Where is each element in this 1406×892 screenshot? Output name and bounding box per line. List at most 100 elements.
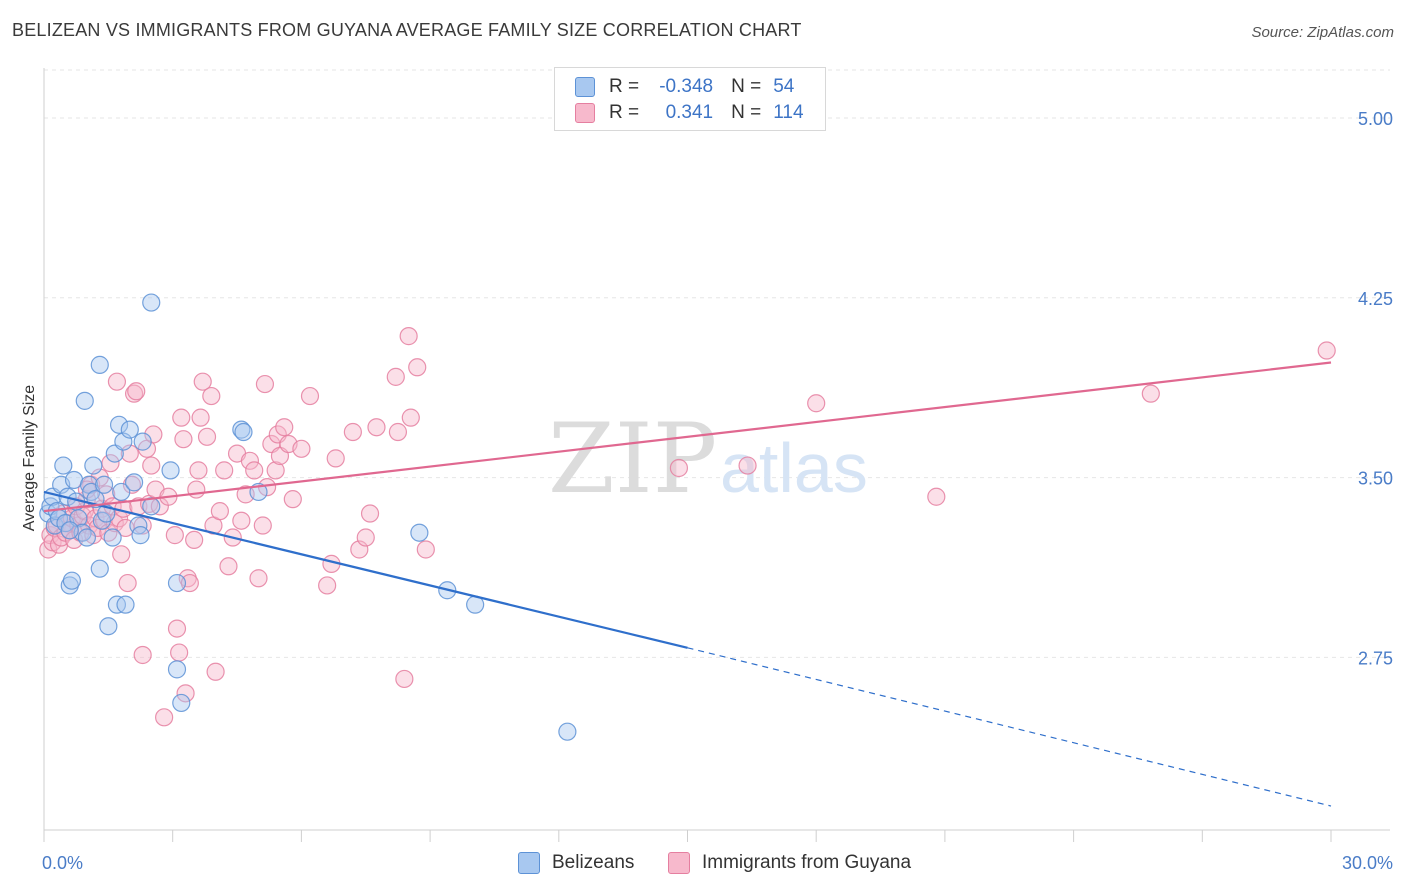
data-point	[167, 573, 187, 593]
legend-row-guyana: R = 0.341 N = 114	[575, 101, 804, 125]
data-point	[167, 619, 187, 638]
data-point	[807, 394, 826, 413]
legend-item-guyana: Immigrants from Guyana	[668, 852, 911, 874]
data-point	[112, 482, 131, 502]
data-point	[395, 669, 414, 689]
trend-line-belizeans	[43, 490, 688, 649]
data-point	[64, 470, 84, 490]
data-point	[174, 430, 193, 449]
data-point	[255, 374, 275, 394]
data-point	[127, 382, 146, 401]
data-point	[275, 418, 294, 437]
correlation-legend: R = -0.348 N = 54 R = 0.341 N = 114	[554, 67, 826, 131]
legend-r-value: -0.348	[659, 76, 714, 97]
y-tick-label: 2.75	[1358, 648, 1393, 668]
data-point	[172, 693, 191, 713]
y-tick-label: 3.50	[1358, 469, 1393, 489]
y-tick-label: 4.25	[1358, 289, 1393, 309]
data-point	[232, 420, 251, 439]
data-point	[283, 490, 302, 509]
data-point	[669, 458, 689, 478]
data-point	[133, 645, 152, 665]
data-point	[189, 461, 208, 480]
data-point	[249, 569, 268, 588]
data-point	[122, 475, 142, 494]
data-point	[927, 487, 946, 506]
data-point	[116, 595, 135, 614]
data-point	[176, 684, 195, 703]
data-point	[107, 372, 127, 391]
legend-label-belizeans: Belizeans	[552, 852, 635, 873]
data-point	[77, 528, 97, 547]
legend-n-label: N =	[731, 102, 762, 123]
legend-n-value: 54	[773, 76, 795, 97]
data-point	[416, 540, 435, 559]
data-point	[300, 386, 320, 406]
series-legend: Belizeans Immigrants from Guyana	[0, 852, 1406, 878]
data-point	[90, 355, 109, 374]
grid	[44, 69, 1390, 658]
axes	[43, 68, 1390, 842]
series-immigrants-from-guyana	[39, 327, 1336, 727]
x-tick-label-end: 30.0%	[1342, 853, 1393, 873]
legend-label-guyana: Immigrants from Guyana	[702, 852, 912, 873]
watermark-zip: ZIP	[548, 403, 717, 515]
legend-item-belizeans: Belizeans	[518, 852, 634, 874]
watermark-atlas: atlas	[720, 429, 868, 507]
data-point	[410, 523, 429, 542]
data-point	[167, 660, 187, 679]
data-point	[142, 456, 161, 475]
data-point	[165, 526, 184, 545]
legend-swatch-pink	[575, 103, 595, 123]
data-point	[558, 722, 577, 741]
data-point	[206, 662, 225, 681]
data-point	[170, 643, 189, 662]
data-point	[180, 573, 199, 593]
legend-swatch-guyana	[668, 852, 690, 874]
data-point	[266, 461, 285, 480]
x-tick-labels: 0.0% 30.0%	[42, 853, 1393, 873]
data-point	[234, 422, 253, 442]
data-point	[202, 386, 221, 406]
data-point	[99, 617, 118, 636]
y-tick-label: 5.00	[1358, 109, 1393, 129]
data-point	[292, 439, 311, 458]
data-point	[142, 293, 161, 312]
data-point	[1141, 384, 1160, 403]
data-point	[131, 526, 150, 545]
data-point	[144, 425, 163, 444]
trend-line-belizeans-extension	[687, 647, 1332, 807]
data-point	[318, 576, 337, 595]
trend-lines	[43, 361, 1332, 807]
data-point	[193, 372, 212, 391]
y-tick-labels: 2.75 3.50 4.25 5.00	[1358, 109, 1393, 668]
data-point	[187, 480, 206, 499]
x-tick-label-start: 0.0%	[42, 853, 83, 873]
legend-r-value: 0.341	[665, 102, 714, 123]
data-point	[215, 461, 234, 480]
data-point	[90, 559, 109, 578]
data-point	[172, 408, 191, 427]
data-point	[367, 418, 386, 437]
data-point	[120, 420, 139, 439]
data-point	[124, 473, 144, 492]
data-point	[232, 511, 251, 530]
data-point	[197, 427, 217, 446]
trend-line-guyana	[43, 361, 1332, 513]
legend-r-label: R =	[609, 102, 640, 123]
data-point	[124, 384, 144, 403]
data-point	[191, 408, 210, 427]
data-point	[408, 358, 427, 377]
data-point	[401, 408, 420, 427]
source-label: Source: ZipAtlas.com	[1251, 24, 1394, 41]
y-axis-label: Average Family Size	[21, 385, 38, 532]
data-point	[210, 502, 229, 521]
data-point	[219, 557, 238, 576]
data-point	[185, 530, 204, 550]
data-point	[388, 422, 408, 442]
data-point	[103, 528, 122, 547]
data-point	[1317, 341, 1336, 360]
chart-title: BELIZEAN VS IMMIGRANTS FROM GUYANA AVERA…	[12, 20, 802, 40]
data-point	[109, 415, 129, 434]
